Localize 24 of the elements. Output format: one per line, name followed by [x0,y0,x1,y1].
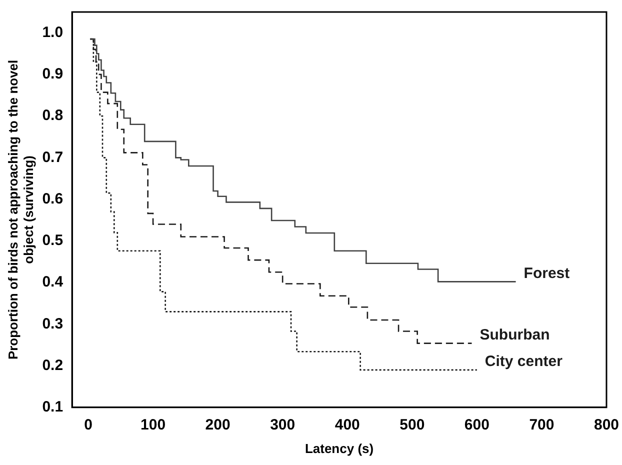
y-tick-label: 0.1 [42,398,64,416]
y-tick-label: 0.7 [42,148,64,166]
x-tick-label: 100 [140,416,166,434]
x-tick-label: 400 [334,416,360,434]
series-label: Suburban [480,326,550,344]
x-axis-title: Latency (s) [304,440,374,456]
y-tick-label: 0.3 [42,315,64,332]
x-tick-label: 700 [529,416,554,434]
y-tick-label: 0.9 [42,66,64,83]
y-tick-label: 0.8 [42,107,64,124]
y-axis-title: Proportion of birds not approaching to the novel object (surviving) [5,60,36,360]
y-tick-label: 0.5 [42,232,64,250]
x-tick-label: 500 [400,416,425,434]
series-label: Forest [524,264,570,282]
x-tick-label: 0 [84,416,92,434]
y-tick-label: 1.0 [42,24,64,41]
x-tick-label: 600 [464,416,490,434]
series-label: City center [484,353,563,370]
y-tick-label: 0.4 [42,274,64,291]
y-tick-label: 0.6 [42,190,64,208]
y-tick-label: 0.2 [42,356,64,374]
x-tick-label: 300 [270,416,296,434]
x-tick-label: 200 [205,416,230,434]
x-tick-label: 800 [594,416,619,434]
